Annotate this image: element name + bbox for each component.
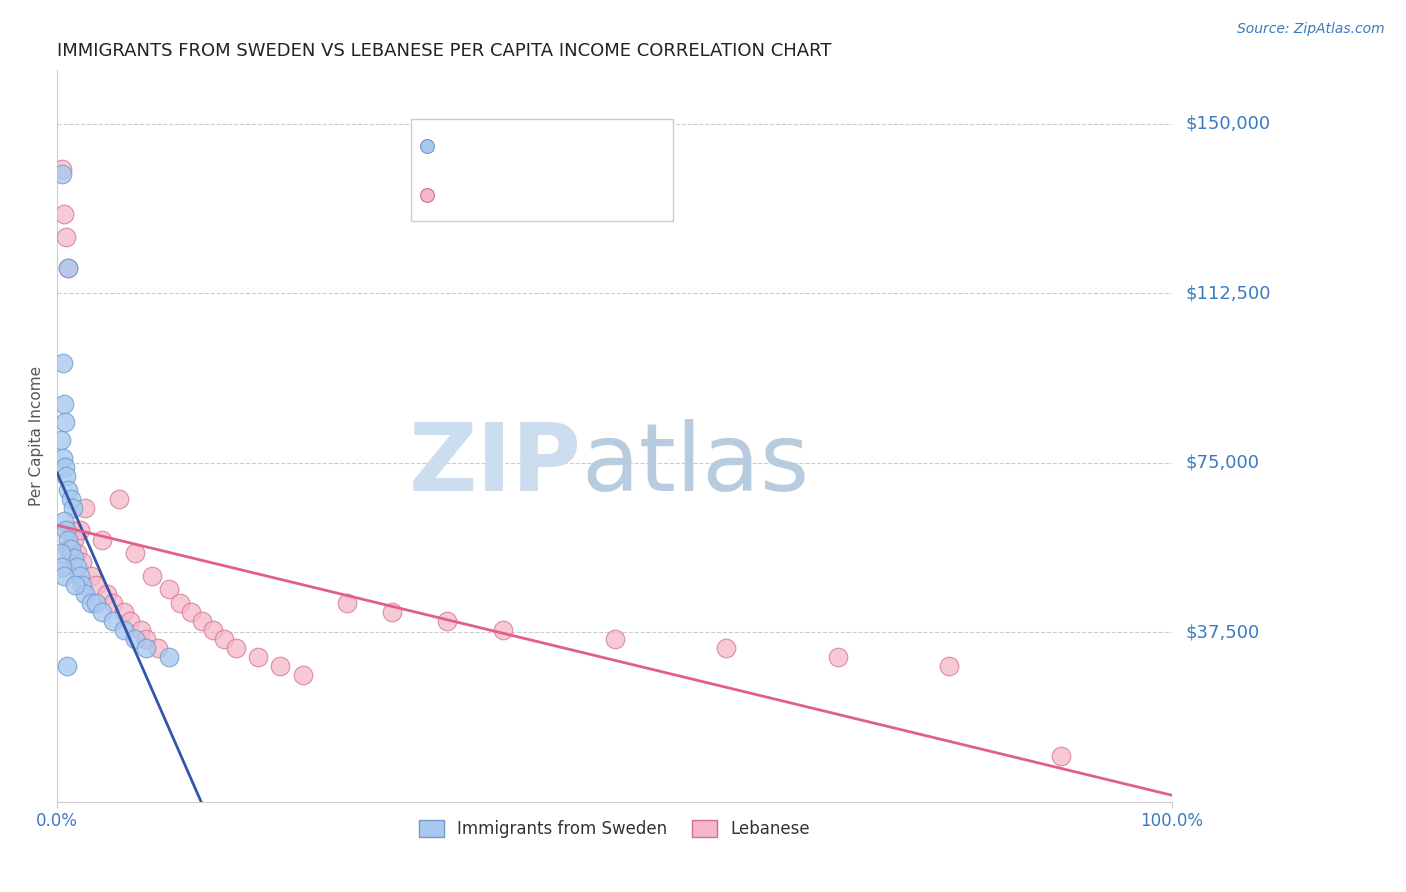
Point — [246, 650, 269, 665]
Point — [66, 559, 89, 574]
Text: $150,000: $150,000 — [1187, 115, 1271, 133]
Text: $75,000: $75,000 — [1187, 454, 1260, 472]
Point — [157, 582, 180, 597]
Point — [80, 596, 103, 610]
Point — [107, 491, 129, 506]
Point — [58, 483, 80, 497]
Point — [69, 568, 91, 582]
Point — [52, 568, 75, 582]
Point — [191, 614, 214, 628]
Point — [51, 162, 73, 177]
Point — [381, 605, 404, 619]
Point — [63, 550, 86, 565]
Point — [269, 659, 291, 673]
Point — [59, 524, 82, 538]
Point — [124, 546, 146, 560]
Point — [52, 207, 75, 221]
Point — [56, 659, 79, 673]
Point — [52, 559, 75, 574]
Legend: Immigrants from Sweden, Lebanese: Immigrants from Sweden, Lebanese — [412, 813, 817, 845]
Text: Source: ZipAtlas.com: Source: ZipAtlas.com — [1237, 22, 1385, 37]
Point — [53, 460, 76, 475]
Point — [84, 596, 107, 610]
Point — [58, 533, 80, 547]
Point — [66, 546, 89, 560]
Point — [180, 605, 202, 619]
Point — [124, 632, 146, 646]
Point — [84, 578, 107, 592]
Point — [336, 596, 359, 610]
Point — [202, 623, 225, 637]
Point — [75, 500, 97, 515]
Point — [58, 261, 80, 276]
Point — [157, 650, 180, 665]
Point — [52, 515, 75, 529]
Point — [118, 614, 141, 628]
Point — [101, 596, 124, 610]
Point — [49, 433, 72, 447]
Point — [59, 491, 82, 506]
Point — [55, 524, 77, 538]
Point — [58, 261, 80, 276]
Point — [59, 541, 82, 556]
Point — [225, 640, 247, 655]
Point — [62, 500, 84, 515]
Point — [291, 668, 314, 682]
Text: IMMIGRANTS FROM SWEDEN VS LEBANESE PER CAPITA INCOME CORRELATION CHART: IMMIGRANTS FROM SWEDEN VS LEBANESE PER C… — [58, 42, 832, 60]
Point — [70, 578, 93, 592]
Point — [169, 596, 191, 610]
Point — [714, 640, 737, 655]
Point — [63, 533, 86, 547]
Point — [90, 533, 112, 547]
Point — [51, 559, 73, 574]
Point — [129, 623, 152, 637]
Point — [69, 524, 91, 538]
Point — [436, 614, 458, 628]
Point — [80, 568, 103, 582]
Point — [492, 623, 515, 637]
Point — [141, 568, 163, 582]
Point — [63, 578, 86, 592]
Point — [146, 640, 169, 655]
Point — [75, 587, 97, 601]
Point — [135, 632, 157, 646]
Text: ZIP: ZIP — [408, 419, 581, 511]
Point — [51, 167, 73, 181]
Point — [52, 356, 75, 370]
Point — [53, 415, 76, 429]
Point — [135, 640, 157, 655]
Point — [55, 469, 77, 483]
Y-axis label: Per Capita Income: Per Capita Income — [30, 366, 44, 506]
Point — [52, 451, 75, 466]
Point — [101, 614, 124, 628]
Point — [938, 659, 960, 673]
Point — [112, 623, 135, 637]
Point — [52, 397, 75, 411]
Point — [214, 632, 236, 646]
Point — [70, 555, 93, 569]
Text: $112,500: $112,500 — [1187, 285, 1271, 302]
Point — [827, 650, 849, 665]
Text: $37,500: $37,500 — [1187, 624, 1260, 641]
Point — [90, 605, 112, 619]
Point — [96, 587, 118, 601]
Point — [1049, 749, 1071, 764]
Point — [603, 632, 626, 646]
Point — [55, 229, 77, 244]
Text: atlas: atlas — [581, 419, 810, 511]
Point — [49, 546, 72, 560]
Point — [58, 541, 80, 556]
Point — [112, 605, 135, 619]
